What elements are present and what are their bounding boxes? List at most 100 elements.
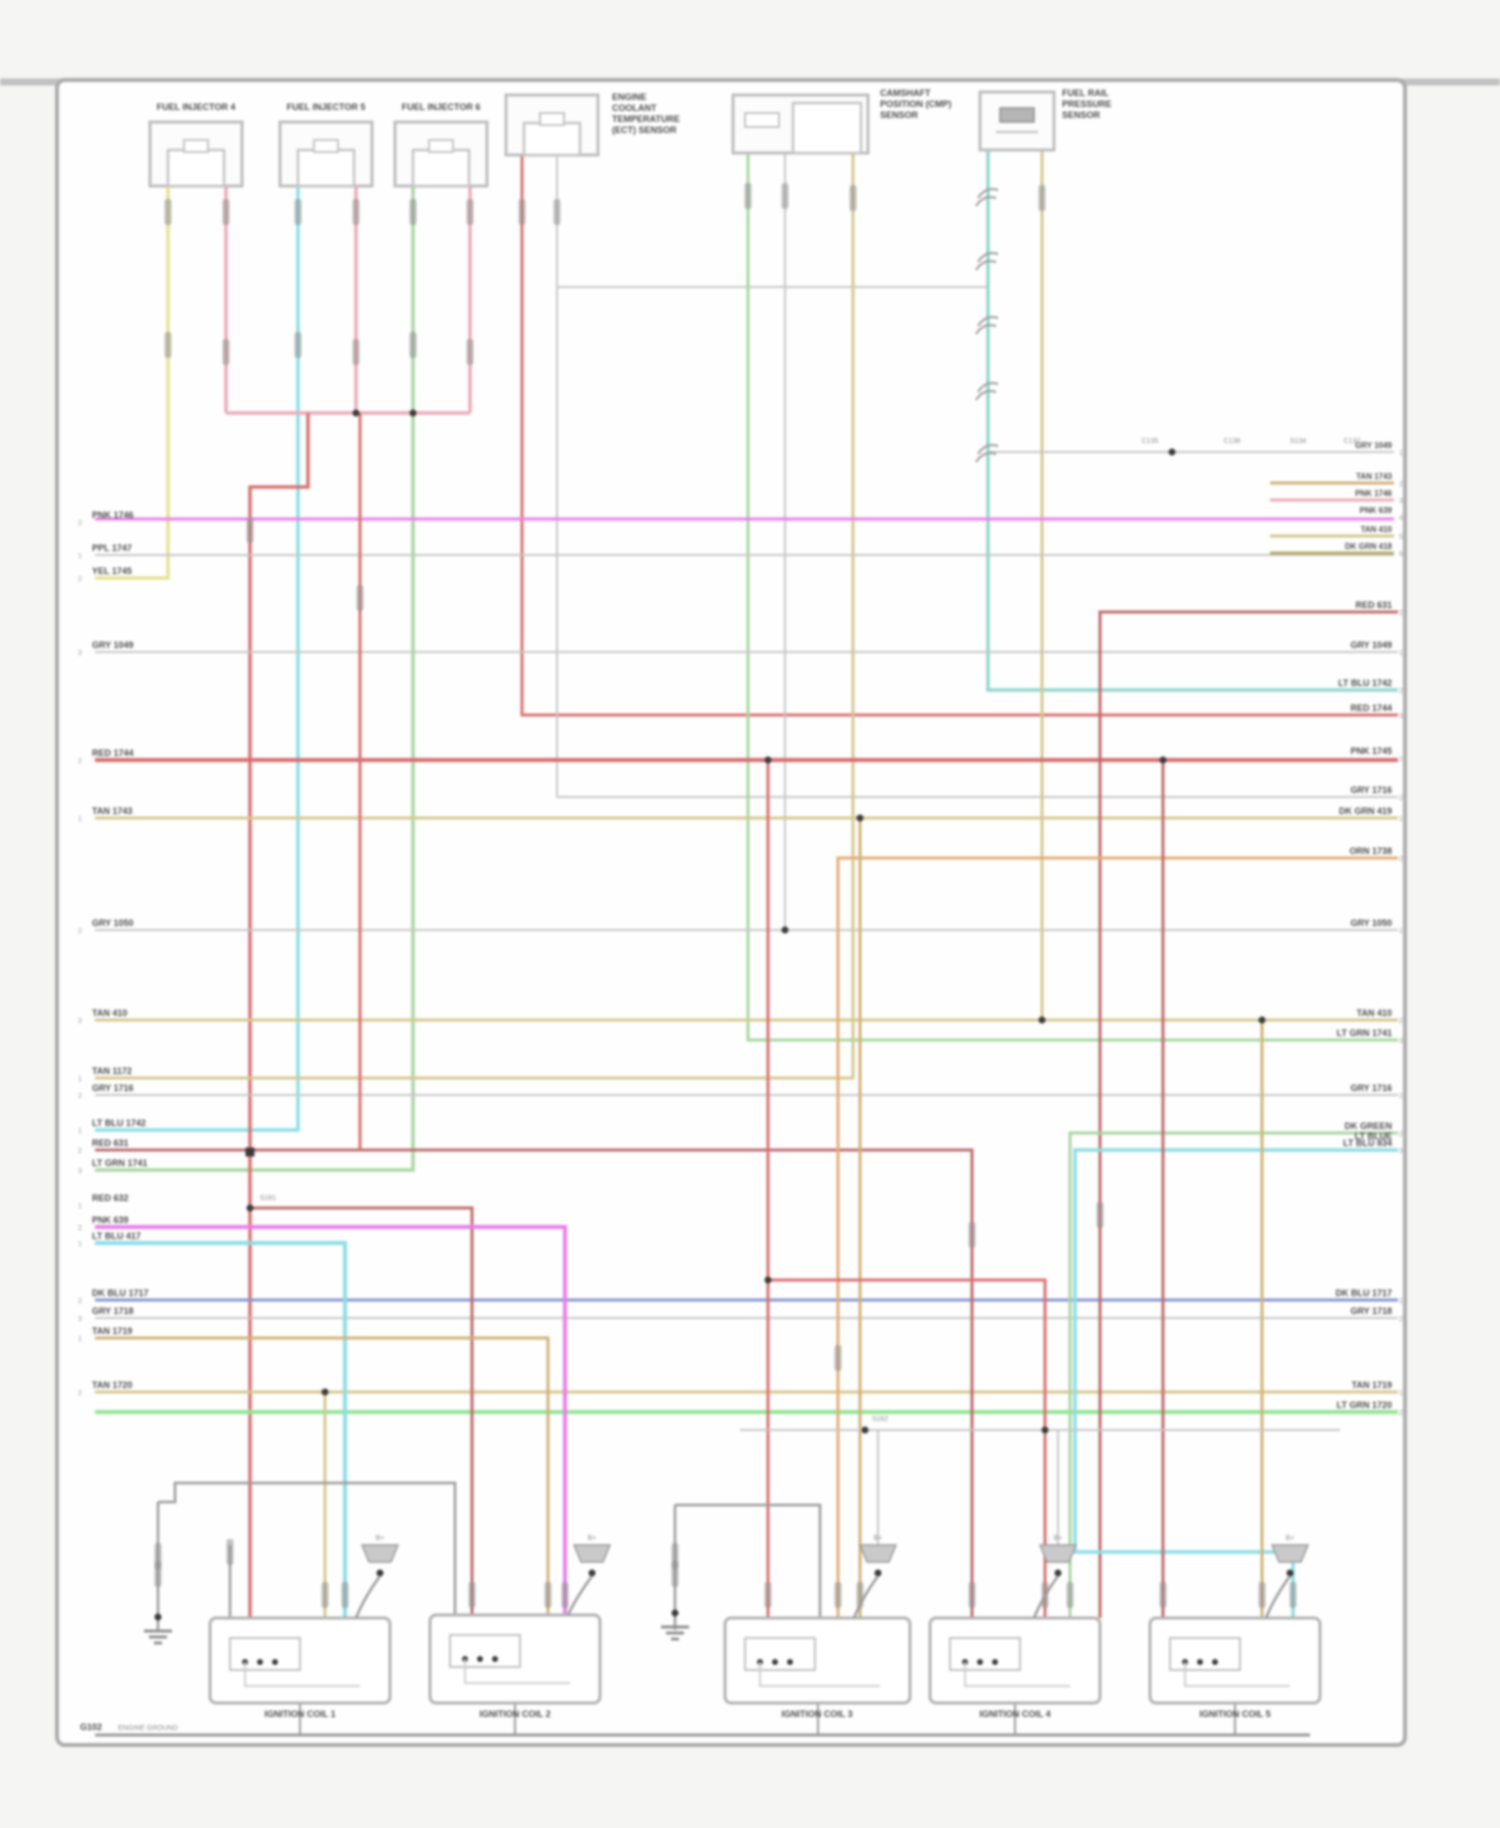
junction-dot	[874, 1569, 882, 1577]
ignition-coil-2-boot-icon	[572, 1544, 612, 1563]
ignition-coil-2-internal-wire	[464, 1659, 570, 1684]
inline-connector-icon	[671, 1561, 679, 1587]
right-pin-number: 1	[1399, 650, 1403, 657]
ignition-coil-2-boot-lead	[566, 1575, 594, 1616]
right-wire-label: DK GREEN LT BLUE	[1344, 1121, 1392, 1141]
wire-cyan-right-1150	[1073, 1148, 1398, 1640]
wire-inj5-cyan	[95, 186, 300, 1132]
inline-connector-icon	[321, 1582, 329, 1608]
ignition-coil-1-boot-lead	[354, 1575, 382, 1619]
connector-marks-layer	[144, 183, 1297, 1645]
left-pin-number: 1	[78, 553, 82, 560]
left-wire-label: GRY 1718	[92, 1306, 134, 1316]
right-pin-number: 3	[1399, 498, 1403, 505]
connector-ref-label: S134	[1290, 438, 1306, 445]
wire-gray-coil1-loop	[158, 1481, 457, 1615]
right-wire-label: RED 631	[1355, 600, 1392, 610]
right-wire-label: GRY 1049	[1355, 441, 1392, 450]
wire-ect-red	[520, 155, 1398, 717]
left-pin-number: 1	[78, 1336, 82, 1343]
junction-dot	[1054, 1569, 1062, 1577]
inline-connector-icon	[294, 199, 302, 225]
left-pin-number: 1	[78, 1076, 82, 1083]
left-wire-label: TAN 1719	[92, 1326, 132, 1336]
right-pin-number: 2	[1399, 610, 1403, 617]
right-pin-number: 2	[1399, 795, 1403, 802]
left-pin-number: 2	[78, 1148, 82, 1155]
left-pin-number: 3	[78, 1316, 82, 1323]
right-wire-label: PNK 1745	[1350, 746, 1392, 756]
right-pin-number: 2	[1399, 688, 1403, 695]
ignition-coil-5-caption: IGNITION COIL 5	[1199, 1709, 1270, 1719]
ignition-coil-3-boot-icon	[858, 1544, 898, 1563]
fuel-injector-6-cavity	[411, 148, 471, 188]
ignition-coil-1-inner-box	[229, 1637, 301, 1671]
wire-magenta-1227	[95, 1225, 567, 1618]
ect-sensor: ENGINE COOLANT TEMPERATURE (ECT) SENSOR	[504, 92, 680, 157]
inline-connector-icon	[352, 199, 360, 225]
ignition-coil-4-inner-box	[949, 1637, 1021, 1671]
left-wire-label: RED 631	[92, 1138, 129, 1148]
right-pin-number: 3	[1399, 1148, 1403, 1155]
right-wire-label: TAN 410	[1361, 525, 1393, 534]
right-wire-label: LT BLU 1742	[1338, 678, 1392, 688]
ignition-coil-3-terminal-dot	[787, 1659, 793, 1665]
right-pin-number: 2	[1399, 1018, 1403, 1025]
junction-dot	[588, 1569, 596, 1577]
left-wire-label: PNK 639	[92, 1215, 129, 1225]
inline-connector-icon	[294, 332, 302, 358]
ground-ref-note: ENGINE GROUND	[118, 1725, 178, 1732]
ignition-coil-5: B+ IGNITION COIL 5	[1148, 1535, 1322, 1719]
left-pin-number: 1	[78, 1203, 82, 1210]
shield-mark-icon	[977, 444, 999, 455]
right-pin-number: 2	[1399, 1131, 1403, 1138]
inline-connector-icon	[1038, 185, 1046, 211]
inline-connector-icon	[834, 1345, 842, 1371]
wire-cmp-green	[746, 154, 1398, 1042]
right-pin-number: 2	[1399, 1410, 1403, 1417]
right-wire-label: LT BLU 834	[1343, 1138, 1392, 1148]
fuel-injector-5-label: FUEL INJECTOR 5	[287, 102, 366, 112]
ignition-coil-1-caption: IGNITION COIL 1	[264, 1709, 335, 1719]
diagram-frame	[55, 78, 1407, 1747]
ignition-coil-4-internal-wire	[964, 1662, 1070, 1687]
inline-connector-icon	[246, 517, 254, 543]
left-wire-label: TAN 1172	[92, 1066, 132, 1076]
inline-connector-icon	[849, 185, 857, 211]
junction-dot	[1041, 1426, 1049, 1434]
left-pin-number: 2	[78, 1390, 82, 1397]
ground-ref-label: G102	[80, 1722, 102, 1732]
left-wire-label: PNK 1746	[92, 510, 134, 520]
labels-layer: PNK 1746 2 PPL 1747 1 YEL 1745 2 GRY 1049 3 RED …	[78, 438, 1403, 1423]
junction-dot	[376, 1569, 384, 1577]
shield-mark-icon	[977, 252, 999, 263]
shield-mark-icon	[975, 390, 997, 401]
inline-connector-icon	[226, 1539, 234, 1565]
right-pin-number: 1	[1399, 1093, 1403, 1100]
cmp-sensor-label: CAMSHAFT POSITION (CMP) SENSOR	[880, 88, 952, 120]
junction-dot	[321, 1388, 329, 1396]
inline-connector-icon	[764, 1582, 772, 1608]
junction-dot	[671, 1609, 679, 1617]
right-wire-label: GRY 1049	[1350, 640, 1392, 650]
right-pin-number: 2	[1399, 856, 1403, 863]
inline-connector-icon	[544, 1582, 552, 1608]
inline-connector-icon	[164, 199, 172, 225]
right-pin-number: 1	[1399, 1390, 1403, 1397]
left-wire-label: GRY 1050	[92, 918, 134, 928]
shield-mark-icon	[975, 260, 997, 271]
inline-connector-icon	[466, 339, 474, 365]
left-wire-label: PPL 1747	[92, 543, 132, 553]
right-wire-label: TAN 1719	[1352, 1380, 1392, 1390]
fuel-injector-6: FUEL INJECTOR 6	[393, 102, 489, 188]
inline-connector-icon	[1096, 1202, 1104, 1228]
ignition-coil-2: B+ IGNITION COIL 2	[428, 1535, 612, 1719]
ignition-coil-4-boot-label: B+	[1054, 1535, 1063, 1542]
right-wire-label: RED 1744	[1350, 703, 1392, 713]
right-wire-label: LT GRN 1720	[1337, 1400, 1392, 1410]
connector-ref-label: C137	[1344, 438, 1361, 445]
left-wire-label: GRY 1049	[92, 640, 134, 650]
ignition-coil-4-terminal-dot	[977, 1659, 983, 1665]
wire-cyan-1243	[95, 1241, 347, 1640]
left-wire-label: YEL 1745	[92, 566, 132, 576]
